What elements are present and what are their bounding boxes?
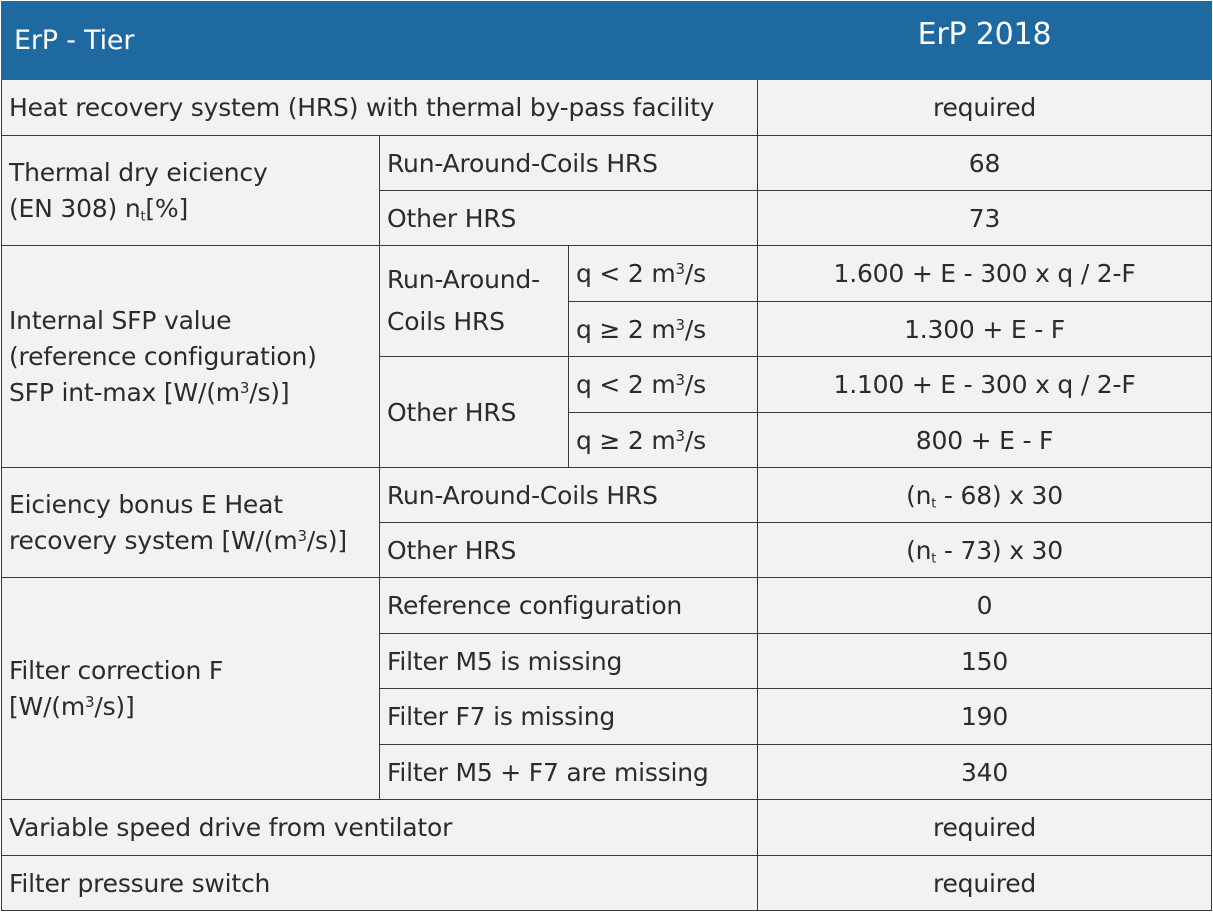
filter-item-value: 0 <box>757 577 1213 634</box>
sfp-run-around-label-line2: Coils HRS <box>387 307 505 336</box>
internal-sfp-label: Internal SFP value (reference configurat… <box>1 245 380 468</box>
efficiency-bonus-label-line1: Eiciency bonus E Heat <box>9 489 283 519</box>
table-row-variable-speed: Variable speed drive from ventilator req… <box>0 799 1213 856</box>
table-row-sfp-other-q-less: Other HRS q < 2 m3/s 1.100 + E - 300 x q… <box>2 356 1213 468</box>
table-row-thermal-other: Other HRS 73 <box>2 190 1213 246</box>
efficiency-bonus-label-line2-prefix: recovery system [W/(m <box>9 525 298 555</box>
internal-sfp-label-line1: Internal SFP value <box>9 305 232 335</box>
thermal-efficiency-label-line2-prefix: (EN 308) n <box>9 193 141 223</box>
q-less-sup: 3 <box>675 259 686 278</box>
filter-item-label: Filter M5 is missing <box>378 633 759 689</box>
q-less-prefix: q < 2 m <box>576 370 676 399</box>
bonus-other-label: Other HRS <box>378 522 759 578</box>
table-row-sfp-other-q-geq: q ≥ 2 m3/s 800 + E - F <box>2 412 1213 468</box>
q-less-suffix: /s <box>684 370 706 399</box>
q-less-sup: 3 <box>675 370 686 389</box>
table-row-hrs-bypass: Heat recovery system (HRS) with thermal … <box>0 79 1213 136</box>
filter-item-label: Filter F7 is missing <box>378 688 759 745</box>
q-geq-sup: 3 <box>675 315 686 334</box>
sfp-run-around-label-line1: Run-Around- <box>387 265 540 294</box>
internal-sfp-label-line3-prefix: SFP int-max [W/(m <box>9 377 240 407</box>
table-row-filter-f7: Filter F7 is missing 190 <box>2 688 1213 745</box>
filter-correction-label-line1: Filter correction F <box>9 655 224 685</box>
bonus-other-value-sub: t <box>931 550 937 566</box>
table-row-filter-reference: Filter correction F [W/(m3/s)] Reference… <box>1 577 1213 800</box>
bonus-run-around-value: (nt - 68) x 30 <box>757 467 1213 523</box>
q-geq-suffix: /s <box>684 314 706 344</box>
variable-speed-value: required <box>757 799 1213 856</box>
filter-item-value: 190 <box>757 688 1213 745</box>
sfp-run-around-q-less-value: 1.600 + E - 300 x q / 2-F <box>757 245 1213 302</box>
bonus-other-value: (nt - 73) x 30 <box>757 522 1213 578</box>
bonus-run-around-value-prefix: (n <box>906 480 932 510</box>
table-row-thermal-run-around: Thermal dry eiciency (EN 308) nt[%] Run-… <box>1 135 1213 246</box>
sfp-other-q-less-label: q < 2 m3/s <box>567 356 759 413</box>
internal-sfp-label-line3-suffix: /s)] <box>249 377 290 407</box>
sfp-run-around-q-geq-label: q ≥ 2 m3/s <box>567 301 759 357</box>
thermal-run-around-label: Run-Around-Coils HRS <box>378 135 759 191</box>
hrs-bypass-value: required <box>757 79 1213 136</box>
table-row-bonus-run-around: Eiciency bonus E Heat recovery system [W… <box>1 467 1213 578</box>
q-less-prefix: q < 2 m <box>576 259 676 288</box>
filter-item-value: 150 <box>757 633 1213 689</box>
table-row-sfp-run-around-q-geq: q ≥ 2 m3/s 1.300 + E - F <box>2 301 1213 357</box>
sfp-run-around-q-geq-value: 1.300 + E - F <box>757 301 1213 357</box>
filter-item-label: Filter M5 + F7 are missing <box>378 744 759 800</box>
filter-correction-label-line2-prefix: [W/(m <box>9 691 86 721</box>
efficiency-bonus-label-line2-suffix: /s)] <box>306 525 347 555</box>
sfp-run-around-q-less-label: q < 2 m3/s <box>567 245 759 302</box>
thermal-efficiency-label: Thermal dry eiciency (EN 308) nt[%] <box>1 135 380 246</box>
bonus-run-around-value-suffix: - 68) x 30 <box>936 480 1063 510</box>
internal-sfp-label-sup: 3 <box>239 378 250 397</box>
filter-correction-label: Filter correction F [W/(m3/s)] <box>1 577 380 800</box>
pressure-switch-label: Filter pressure switch <box>0 855 759 911</box>
sfp-other-q-geq-value: 800 + E - F <box>757 412 1213 468</box>
filter-correction-label-line2-suffix: /s)] <box>94 691 135 721</box>
q-geq-prefix: q ≥ 2 m <box>576 425 676 455</box>
thermal-run-around-value: 68 <box>757 135 1213 191</box>
filter-item-value: 340 <box>757 744 1213 800</box>
table-row-pressure-switch: Filter pressure switch required <box>0 855 1213 911</box>
table-row-bonus-other: Other HRS (nt - 73) x 30 <box>2 522 1213 578</box>
filter-item-label: Reference configuration <box>378 577 759 634</box>
thermal-other-label: Other HRS <box>378 190 759 246</box>
bonus-run-around-label: Run-Around-Coils HRS <box>378 467 759 523</box>
filter-correction-label-sup: 3 <box>85 692 95 711</box>
thermal-efficiency-label-line1: Thermal dry eiciency <box>9 157 268 187</box>
thermal-efficiency-label-sub: t <box>140 208 146 224</box>
q-less-suffix: /s <box>684 259 706 288</box>
efficiency-bonus-label-sup: 3 <box>297 526 307 545</box>
q-geq-suffix: /s <box>684 425 706 455</box>
sfp-other-q-less-value: 1.100 + E - 300 x q / 2-F <box>757 356 1213 413</box>
q-geq-sup: 3 <box>675 426 686 445</box>
sfp-other-label: Other HRS <box>379 356 569 468</box>
sfp-other-q-geq-label: q ≥ 2 m3/s <box>567 412 759 468</box>
internal-sfp-label-line2: (reference configuration) <box>9 341 317 371</box>
bonus-run-around-value-sub: t <box>931 495 937 511</box>
efficiency-bonus-label: Eiciency bonus E Heat recovery system [W… <box>1 467 380 578</box>
hrs-bypass-label: Heat recovery system (HRS) with thermal … <box>0 79 759 136</box>
thermal-other-value: 73 <box>757 190 1213 246</box>
variable-speed-label: Variable speed drive from ventilator <box>0 799 759 856</box>
table-row-filter-m5-f7: Filter M5 + F7 are missing 340 <box>2 744 1213 800</box>
thermal-efficiency-label-line2-suffix: [%] <box>145 193 189 223</box>
bonus-other-value-suffix: - 73) x 30 <box>936 535 1063 565</box>
header-row: ErP - Tier ErP 2018 <box>0 1 1213 80</box>
q-geq-prefix: q ≥ 2 m <box>576 314 676 344</box>
table-row-sfp-run-around-q-less: Internal SFP value (reference configurat… <box>1 245 1213 468</box>
header-erp-2018: ErP 2018 <box>757 1 1213 80</box>
bonus-other-value-prefix: (n <box>906 535 932 565</box>
pressure-switch-value: required <box>757 855 1213 911</box>
sfp-run-around-label: Run-Around- Coils HRS <box>379 245 569 357</box>
header-tier-label: ErP - Tier <box>0 1 759 80</box>
